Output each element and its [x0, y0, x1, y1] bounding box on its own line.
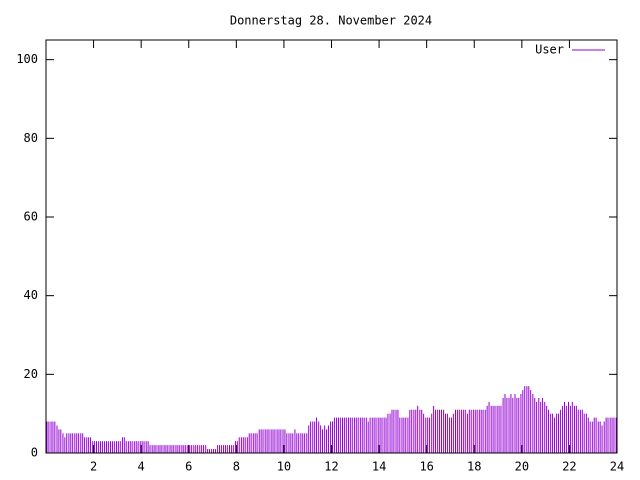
x-tick-label: 16: [419, 460, 433, 474]
chart-title: Donnerstag 28. November 2024: [230, 14, 432, 28]
x-tick-label: 18: [467, 460, 481, 474]
x-tick-label: 22: [562, 460, 576, 474]
x-tick-label: 10: [277, 460, 291, 474]
legend-label: User: [535, 43, 564, 57]
x-tick-label: 14: [372, 460, 386, 474]
plot-frame: [45, 39, 618, 454]
x-tick-label: 24: [610, 460, 624, 474]
y-tick-label: 0: [31, 446, 38, 460]
y-tick-label: 20: [24, 367, 38, 381]
y-tick-label: 60: [24, 210, 38, 224]
x-tick-label: 2: [90, 460, 97, 474]
y-tick-label: 80: [24, 131, 38, 145]
x-tick-label: 8: [233, 460, 240, 474]
x-tick-label: 4: [138, 460, 145, 474]
x-tick-label: 20: [515, 460, 529, 474]
x-tick-label: 12: [324, 460, 338, 474]
x-tick-label: 6: [185, 460, 192, 474]
y-tick-label: 100: [16, 52, 38, 66]
y-tick-label: 40: [24, 288, 38, 302]
